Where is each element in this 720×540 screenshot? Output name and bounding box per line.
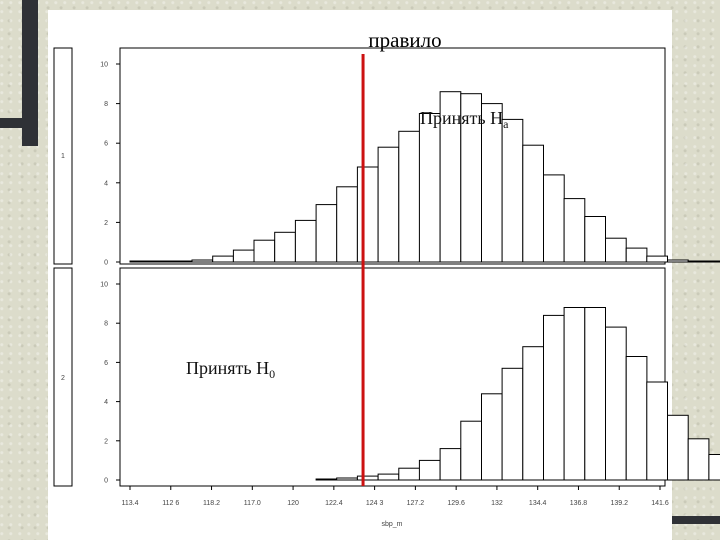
- histogram-bar-p1-5: [232, 249, 255, 263]
- histogram-bar-p1-8: [294, 219, 317, 263]
- histogram-bar-p1-20: [543, 174, 565, 263]
- histogram-bar-p1-7: [274, 231, 296, 263]
- y-tick-label-p2-10: 10: [100, 282, 108, 289]
- histogram-bar-p1-3: [191, 259, 214, 263]
- histogram-bar-p2-27: [687, 438, 710, 481]
- histogram-bar-p1-25: [646, 255, 668, 263]
- x-tick-label-13: 141.6: [651, 500, 669, 507]
- histogram-bar-p2-15: [439, 448, 462, 481]
- y-tick-label-p1-8: 8: [104, 101, 108, 108]
- y-tick-label-p1-4: 4: [104, 180, 108, 187]
- deco-bar-left-horizontal: [0, 118, 22, 128]
- deco-bar-bottom-right: [672, 516, 720, 524]
- histogram-bar-p2-26: [667, 414, 689, 481]
- histogram-bar-p2-21: [563, 307, 586, 481]
- x-tick-label-0: 113.4: [122, 500, 139, 507]
- x-tick-label-5: 122.4: [325, 500, 343, 507]
- x-tick-label-8: 129.6: [447, 500, 465, 507]
- histogram-bar-p1-21: [563, 198, 586, 263]
- y-tick-label-p2-0: 0: [104, 478, 108, 485]
- x-tick-label-12: 139.2: [610, 500, 628, 507]
- histogram-bar-p1-10: [336, 186, 358, 263]
- accept-h0-label: Принять Н0: [186, 358, 275, 381]
- x-tick-label-4: 120: [287, 500, 299, 507]
- histogram-bar-p2-16: [460, 420, 482, 481]
- y-tick-label-p2-6: 6: [104, 360, 108, 367]
- y-tick-label-p2-2: 2: [104, 438, 108, 445]
- x-axis-title: sbp_m: [381, 521, 402, 528]
- histogram-bar-p2-22: [584, 307, 606, 481]
- histogram-bar-p1-6: [253, 239, 276, 263]
- histogram-bar-p2-18: [501, 367, 524, 481]
- panel-2-frame: [119, 267, 666, 487]
- histogram-bar-p1-11: [356, 166, 379, 263]
- accept-ha-label: Принять Нa: [420, 108, 509, 131]
- facet-label-2: 2: [61, 375, 65, 382]
- histogram-bar-p2-25: [646, 381, 668, 481]
- x-tick-label-2: 118.2: [203, 500, 220, 507]
- histogram-bar-p1-22: [584, 216, 606, 263]
- histogram-bar-p2-14: [418, 459, 441, 481]
- y-tick-label-p1-0: 0: [104, 260, 108, 267]
- facet-label-1: 1: [61, 153, 65, 160]
- histogram-bar-p1-14: [418, 113, 441, 263]
- histogram-bar-p1-26: [667, 259, 689, 263]
- histogram-bar-p1-4: [212, 255, 234, 263]
- histogram-bar-p2-24: [625, 356, 648, 481]
- histogram-bar-p1-13: [398, 130, 420, 263]
- y-tick-label-p2-8: 8: [104, 321, 108, 328]
- histogram-bar-p1-23: [605, 237, 627, 263]
- deco-bar-left-vertical: [22, 0, 38, 146]
- histogram-bar-p2-10: [336, 477, 358, 481]
- histogram-bar-p1-12: [377, 146, 400, 263]
- y-tick-label-p1-6: 6: [104, 141, 108, 148]
- facet-strip-1: [53, 47, 73, 265]
- histogram-bar-p2-11: [356, 475, 379, 481]
- histogram-bar-p1-0: [129, 260, 152, 263]
- facet-strip-2: [53, 267, 73, 487]
- histogram-bar-p1-9: [315, 204, 338, 263]
- histogram-bar-p2-20: [543, 314, 565, 481]
- x-tick-label-9: 132: [491, 500, 503, 507]
- x-tick-label-11: 136.8: [570, 500, 588, 507]
- x-tick-label-3: 117.0: [244, 500, 261, 507]
- histogram-bar-p2-9: [315, 478, 338, 481]
- histogram-bar-p2-17: [481, 393, 503, 481]
- x-tick-label-10: 134.4: [529, 500, 547, 507]
- histogram-bar-p2-28: [708, 454, 720, 481]
- histogram-bar-p2-19: [522, 346, 544, 481]
- histogram-bar-p1-19: [522, 144, 544, 263]
- histogram-bar-p1-2: [170, 260, 193, 263]
- histogram-bar-p1-18: [501, 118, 524, 263]
- x-tick-label-7: 127.2: [407, 500, 425, 507]
- histogram-bar-p2-13: [398, 467, 420, 481]
- y-tick-label-p2-4: 4: [104, 399, 108, 406]
- y-tick-label-p1-2: 2: [104, 220, 108, 227]
- histogram-bar-p1-1: [150, 260, 172, 263]
- histogram-bar-p1-27: [687, 260, 710, 263]
- y-tick-label-p1-10: 10: [100, 62, 108, 69]
- histogram-bar-p1-24: [625, 247, 648, 263]
- x-tick-label-1: 112 6: [162, 500, 179, 507]
- histogram-bar-p2-23: [605, 326, 627, 481]
- x-tick-label-6: 124 3: [366, 500, 384, 507]
- histogram-bar-p1-28: [708, 260, 720, 263]
- histogram-bar-p2-12: [377, 473, 400, 481]
- panel-1-frame: [119, 47, 666, 265]
